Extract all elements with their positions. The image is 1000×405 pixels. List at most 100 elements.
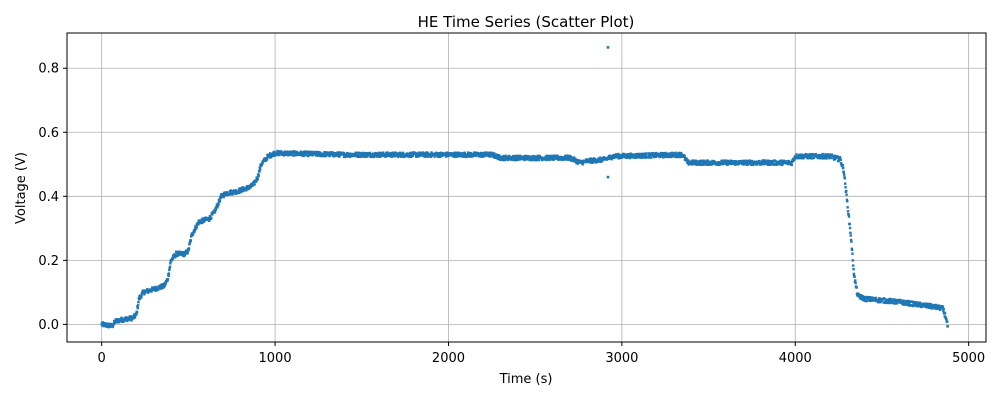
data-point [255, 180, 258, 183]
data-point [122, 320, 125, 323]
data-point [451, 152, 454, 155]
data-point [368, 151, 371, 155]
data-point [843, 177, 847, 180]
y-tick-label: 0.8 [38, 62, 59, 77]
data-point [226, 191, 229, 194]
data-point [852, 267, 855, 271]
data-point [846, 210, 850, 213]
data-point [622, 152, 626, 156]
data-point [812, 156, 816, 160]
data-point [481, 151, 485, 155]
data-point [239, 187, 242, 191]
data-point [401, 151, 405, 155]
data-point [718, 163, 721, 167]
data-point [108, 323, 111, 326]
data-point [188, 243, 191, 246]
data-point [195, 227, 198, 230]
data-point [487, 153, 491, 157]
data-point [851, 259, 855, 262]
data-point [803, 155, 807, 159]
data-point [490, 154, 494, 157]
data-point [839, 158, 842, 162]
data-point [663, 155, 667, 158]
data-point [253, 183, 256, 186]
data-point [700, 163, 703, 167]
data-point [727, 159, 730, 163]
data-point [416, 153, 420, 156]
data-point [282, 154, 285, 157]
data-point [847, 215, 851, 218]
data-point [498, 156, 501, 159]
data-point [845, 189, 848, 193]
data-point [768, 160, 771, 164]
data-point [376, 152, 379, 155]
data-point [593, 157, 597, 161]
data-point [234, 189, 238, 192]
data-point [890, 298, 893, 301]
data-point [536, 154, 539, 158]
data-point [930, 306, 933, 310]
data-point [807, 155, 810, 158]
data-point [293, 151, 296, 154]
data-point [454, 154, 457, 157]
data-point [614, 153, 618, 156]
data-point [664, 151, 668, 155]
data-point [135, 313, 138, 316]
data-point [857, 292, 860, 296]
data-point [327, 153, 331, 156]
data-point [382, 151, 385, 154]
data-point [847, 213, 850, 216]
data-point [281, 153, 284, 156]
data-point [888, 300, 892, 303]
data-point [608, 157, 611, 160]
data-point [430, 151, 433, 154]
data-point [136, 304, 140, 307]
data-point [300, 154, 303, 157]
data-point [762, 159, 765, 162]
data-point [277, 152, 280, 155]
data-point [260, 163, 264, 167]
data-point [899, 299, 903, 302]
data-point [446, 151, 449, 154]
data-point [563, 156, 567, 159]
data-point [605, 158, 609, 161]
data-point [366, 154, 369, 158]
data-point [627, 153, 631, 156]
data-point [312, 150, 315, 154]
data-point [898, 301, 902, 304]
data-point [361, 151, 365, 155]
data-point [851, 252, 854, 255]
data-point [453, 153, 456, 156]
data-point [650, 156, 653, 159]
data-point [838, 156, 842, 159]
data-point [848, 223, 851, 226]
data-point [408, 153, 411, 156]
data-point [859, 297, 862, 300]
data-point [674, 151, 677, 155]
data-point [845, 198, 849, 202]
data-point [616, 155, 620, 158]
data-point [497, 157, 500, 160]
data-point [586, 160, 589, 164]
data-point [460, 152, 463, 156]
data-point [932, 304, 936, 307]
data-point [173, 256, 177, 259]
data-point [631, 153, 634, 156]
data-point [258, 166, 262, 169]
data-point [854, 279, 857, 282]
data-point [265, 156, 268, 160]
data-point [661, 154, 664, 158]
data-point [745, 160, 748, 163]
data-point [624, 155, 628, 158]
data-point [771, 161, 774, 164]
data-point [255, 176, 258, 179]
data-point [659, 155, 662, 159]
data-point [852, 272, 856, 276]
data-point [658, 153, 661, 156]
data-point [564, 158, 568, 161]
data-point [915, 304, 919, 308]
data-point [801, 155, 804, 158]
data-point [706, 160, 710, 163]
data-point [850, 240, 853, 243]
data-point [806, 156, 809, 160]
